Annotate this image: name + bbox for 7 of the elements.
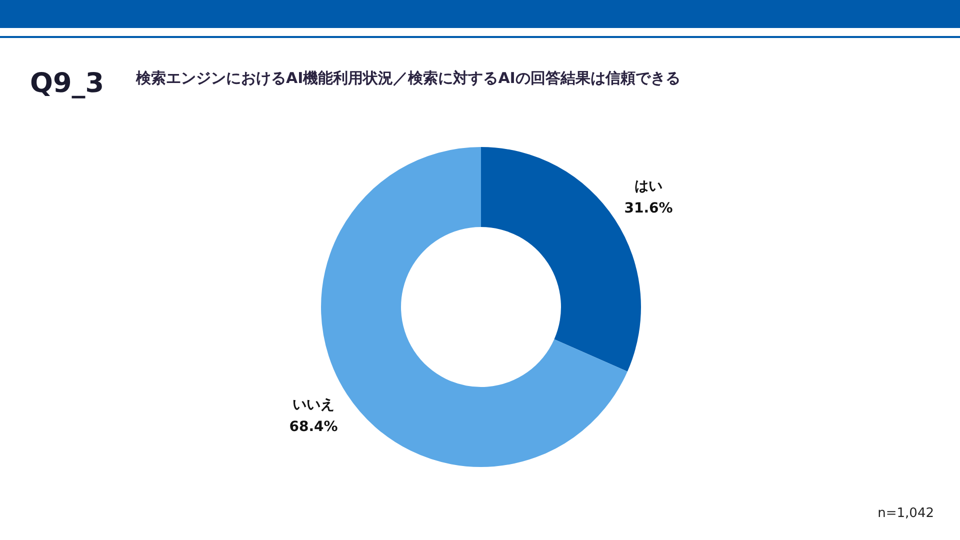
data-label: 31.6% <box>624 200 673 216</box>
text: n=1,042 <box>878 506 934 521</box>
slice-label: はい <box>634 178 663 194</box>
data-label: 68.4% <box>289 418 338 435</box>
slice-label: いいえ <box>292 396 334 413</box>
text: Q9_3 <box>30 68 104 99</box>
chart-title: 検索エンジンにおけるAI機能利用状況／検索に対するAIの回答結果は信頼できる <box>136 68 682 88</box>
